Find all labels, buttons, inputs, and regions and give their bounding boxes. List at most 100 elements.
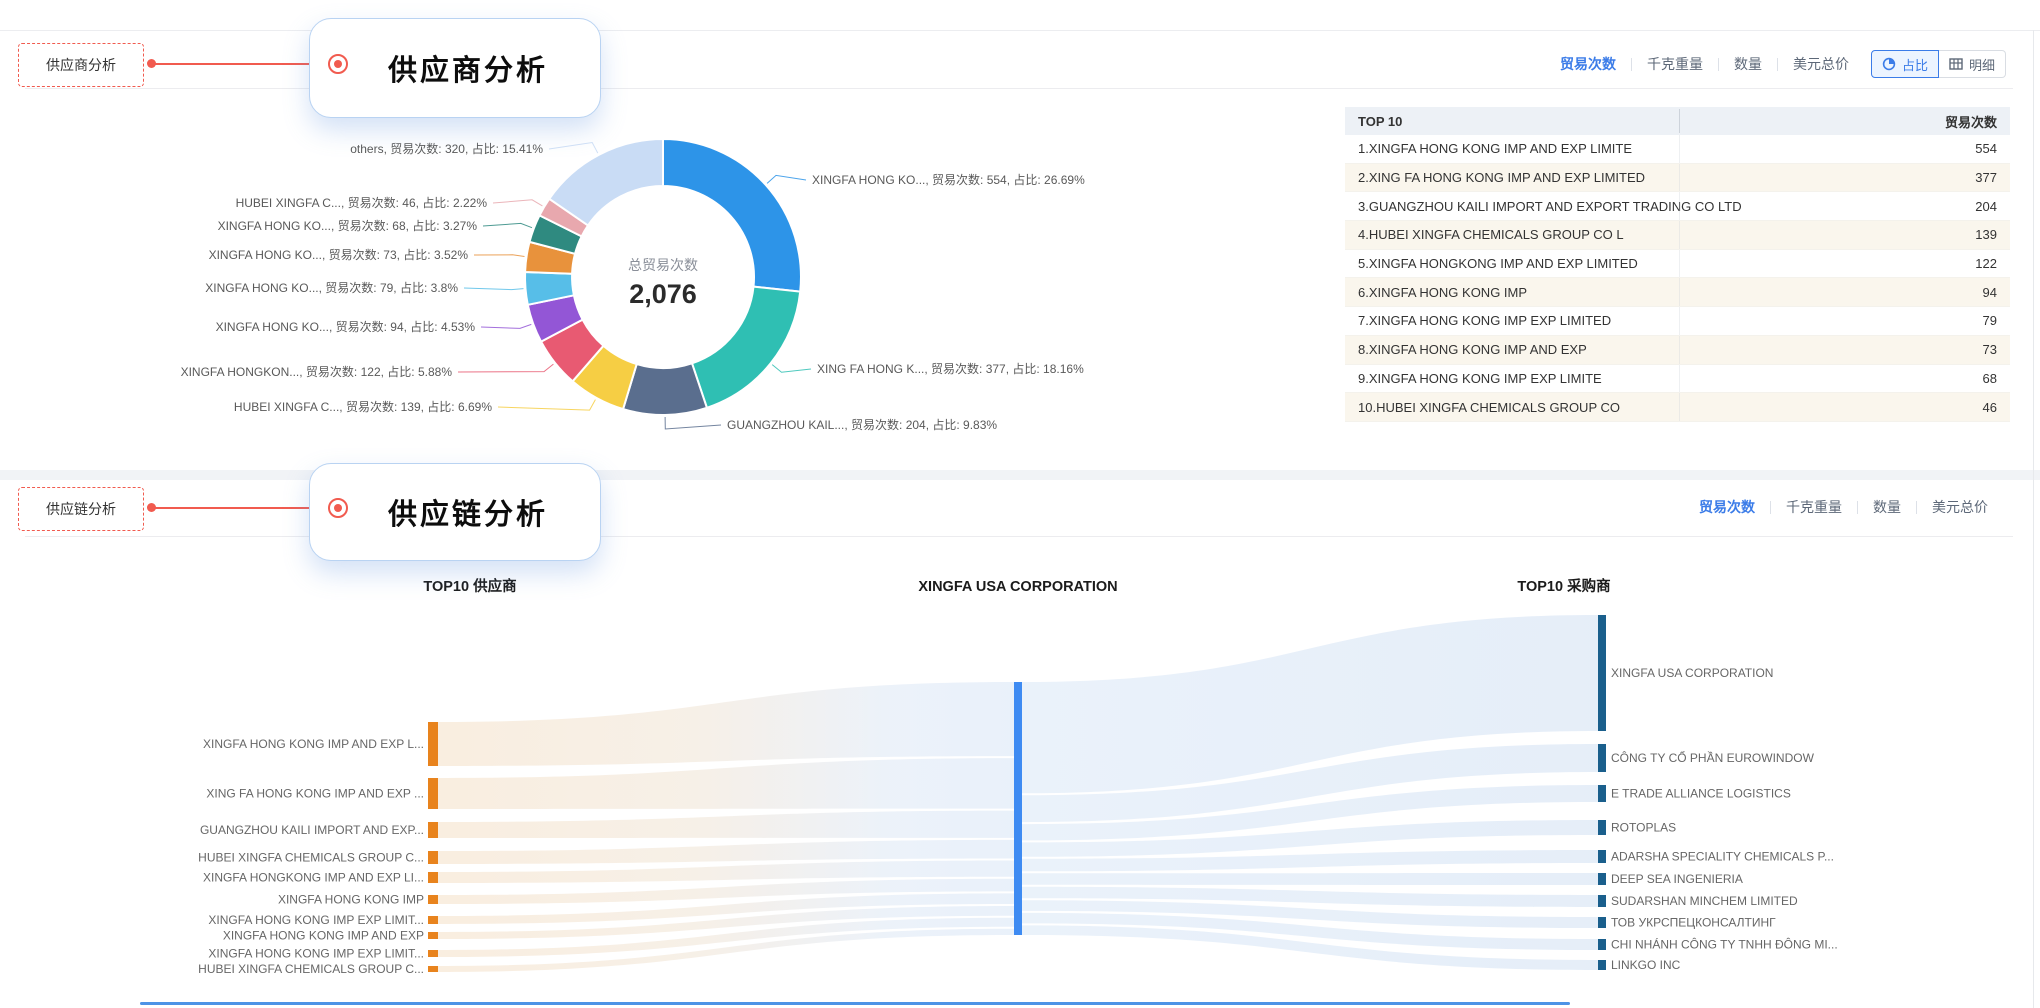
donut-center-value: 2,076 xyxy=(629,279,697,309)
value-cell: 79 xyxy=(1982,313,1997,329)
company-cell: 7.XINGFA HONG KONG IMP EXP LIMITED xyxy=(1358,313,1612,329)
sankey-node-supplier[interactable] xyxy=(428,950,438,957)
detail-view-button[interactable]: 明细 xyxy=(1938,50,2006,78)
bottom-scroll-line[interactable] xyxy=(140,1002,1570,1005)
sankey-column-header: TOP10 供应商 xyxy=(423,577,516,595)
tab-separator xyxy=(1717,57,1719,71)
donut-slice[interactable] xyxy=(622,362,708,416)
donut-label: GUANGZHOU KAIL..., 贸易次数: 204, 占比: 9.83% xyxy=(727,417,997,432)
donut-slice[interactable] xyxy=(691,285,802,409)
table-row[interactable]: 8.XINGFA HONG KONG IMP AND EXP 73 xyxy=(1345,335,2010,365)
scrollbar-track[interactable] xyxy=(2033,30,2034,1008)
donut-leader-line xyxy=(482,222,533,229)
sankey-supplier-label: GUANGZHOU KAILI IMPORT AND EXP... xyxy=(200,823,424,837)
pie-icon xyxy=(1882,57,1896,71)
donut-label: HUBEI XINGFA C..., 贸易次数: 46, 占比: 2.22% xyxy=(236,195,488,210)
sankey-node-buyer[interactable] xyxy=(1598,960,1606,970)
sankey-link-buyer[interactable] xyxy=(1022,873,1598,885)
sankey-link-buyer[interactable] xyxy=(1022,925,1598,970)
column-divider xyxy=(1679,109,1680,133)
company-cell: 5.XINGFA HONGKONG IMP AND EXP LIMITED xyxy=(1358,256,1638,272)
ratio-view-button[interactable]: 占比 xyxy=(1870,50,1939,78)
sankey-link-buyer[interactable] xyxy=(1022,820,1598,857)
detail-view-label: 明细 xyxy=(1968,57,1995,73)
table-row[interactable]: 3.GUANGZHOU KAILI IMPORT AND EXPORT TRAD… xyxy=(1345,192,2010,222)
sankey-node-supplier[interactable] xyxy=(428,722,438,766)
sankey-node-supplier[interactable] xyxy=(428,966,438,972)
sankey-node-buyer[interactable] xyxy=(1598,850,1606,863)
table-row[interactable]: 9.XINGFA HONG KONG IMP EXP LIMITE 68 xyxy=(1345,364,2010,394)
table-row[interactable]: 6.XINGFA HONG KONG IMP 94 xyxy=(1345,278,2010,308)
sankey-node-supplier[interactable] xyxy=(428,851,438,864)
value-cell: 377 xyxy=(1975,170,1997,186)
sankey-link-buyer[interactable] xyxy=(1022,886,1598,907)
sankey-node-supplier[interactable] xyxy=(428,895,438,904)
sankey-link-buyer[interactable] xyxy=(1022,615,1598,794)
sankey-link-supplier[interactable] xyxy=(438,917,1014,957)
sankey-node-supplier[interactable] xyxy=(428,916,438,924)
sankey-node-buyer[interactable] xyxy=(1598,917,1606,928)
sankey-node-supplier[interactable] xyxy=(428,872,438,883)
sankey-link-buyer[interactable] xyxy=(1022,744,1598,823)
tab-quantity[interactable]: 数量 xyxy=(1733,56,1762,72)
table-row[interactable]: 2.XING FA HONG KONG IMP AND EXP LIMITED 3… xyxy=(1345,163,2010,193)
sankey-node-supplier[interactable] xyxy=(428,932,438,939)
top10-table-header: TOP 10 贸易次数 xyxy=(1345,107,2010,135)
sankey-link-buyer[interactable] xyxy=(1022,785,1598,841)
sankey-link-supplier[interactable] xyxy=(438,906,1014,939)
sankey-node-buyer[interactable] xyxy=(1598,939,1606,950)
company-cell: 9.XINGFA HONG KONG IMP EXP LIMITE xyxy=(1358,370,1602,386)
sankey-node-buyer[interactable] xyxy=(1598,615,1606,731)
sankey-node-company[interactable] xyxy=(1014,682,1022,935)
sankey-node-buyer[interactable] xyxy=(1598,785,1606,802)
sankey-node-buyer[interactable] xyxy=(1598,820,1606,835)
table-row[interactable]: 7.XINGFA HONG KONG IMP EXP LIMITED 79 xyxy=(1345,307,2010,336)
sankey-buyer-label: LINKGO INC xyxy=(1611,958,1681,972)
table-row[interactable]: 4.HUBEI XINGFA CHEMICALS GROUP CO L 139 xyxy=(1345,221,2010,250)
donut-leader-line xyxy=(548,141,599,154)
top-divider xyxy=(0,30,2040,31)
tab-separator xyxy=(1916,500,1917,514)
sankey-supplier-label: XINGFA HONG KONG IMP EXP LIMIT... xyxy=(208,913,424,927)
donut-label: XINGFA HONG KO..., 贸易次数: 73, 占比: 3.52% xyxy=(209,247,469,262)
sankey-link-supplier[interactable] xyxy=(438,928,1014,972)
annotation-dot xyxy=(147,59,156,68)
tab-usd-total[interactable]: 美元总价 xyxy=(1792,56,1849,72)
sankey-node-buyer[interactable] xyxy=(1598,873,1606,885)
tab-usd-total[interactable]: 美元总价 xyxy=(1932,499,1988,515)
section-gap xyxy=(0,470,2040,480)
sankey-link-buyer[interactable] xyxy=(1022,850,1598,872)
sankey-link-supplier[interactable] xyxy=(438,758,1014,809)
tab-quantity[interactable]: 数量 xyxy=(1873,499,1901,515)
sankey-link-supplier[interactable] xyxy=(438,682,1014,766)
value-cell: 204 xyxy=(1975,198,1997,214)
tab-trade-count[interactable]: 贸易次数 xyxy=(1559,56,1616,72)
sankey-link-buyer[interactable] xyxy=(1022,912,1598,950)
sankey-link-supplier[interactable] xyxy=(438,893,1014,924)
sankey-link-supplier[interactable] xyxy=(438,839,1014,864)
table-row[interactable]: 1.XINGFA HONG KONG IMP AND EXP LIMITE 554 xyxy=(1345,135,2010,164)
sankey-node-supplier[interactable] xyxy=(428,778,438,809)
sankey-link-buyer[interactable] xyxy=(1022,900,1598,928)
donut-slice[interactable] xyxy=(548,138,664,227)
tab-trade-count[interactable]: 贸易次数 xyxy=(1699,499,1755,515)
supplier-callout-title: 供应商分析 xyxy=(387,55,548,87)
table-row[interactable]: 10.HUBEI XINGFA CHEMICALS GROUP CO 46 xyxy=(1345,393,2010,422)
sankey-link-supplier[interactable] xyxy=(438,810,1014,838)
company-cell: 2.XING FA HONG KONG IMP AND EXP LIMITED xyxy=(1358,170,1646,186)
sankey-link-supplier[interactable] xyxy=(438,860,1014,884)
donut-leader-line xyxy=(766,174,807,184)
sankey-node-buyer[interactable] xyxy=(1598,744,1606,772)
sankey-link-supplier[interactable] xyxy=(438,878,1014,904)
tab-kg-weight[interactable]: 千克重量 xyxy=(1786,499,1842,515)
sankey-node-supplier[interactable] xyxy=(428,822,438,838)
value-cell: 94 xyxy=(1982,284,1997,300)
value-cell: 139 xyxy=(1975,227,1997,243)
company-cell: 10.HUBEI XINGFA CHEMICALS GROUP CO xyxy=(1358,399,1620,415)
sankey-column-header: XINGFA USA CORPORATION xyxy=(918,579,1117,595)
table-row[interactable]: 5.XINGFA HONGKONG IMP AND EXP LIMITED 122 xyxy=(1345,249,2010,279)
sankey-node-buyer[interactable] xyxy=(1598,895,1606,907)
tab-kg-weight[interactable]: 千克重量 xyxy=(1646,56,1703,72)
sankey-buyer-label: SUDARSHAN MINCHEM LIMITED xyxy=(1611,894,1798,908)
